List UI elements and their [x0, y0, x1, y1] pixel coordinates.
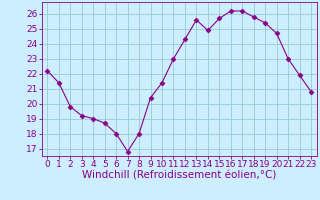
X-axis label: Windchill (Refroidissement éolien,°C): Windchill (Refroidissement éolien,°C): [82, 171, 276, 181]
